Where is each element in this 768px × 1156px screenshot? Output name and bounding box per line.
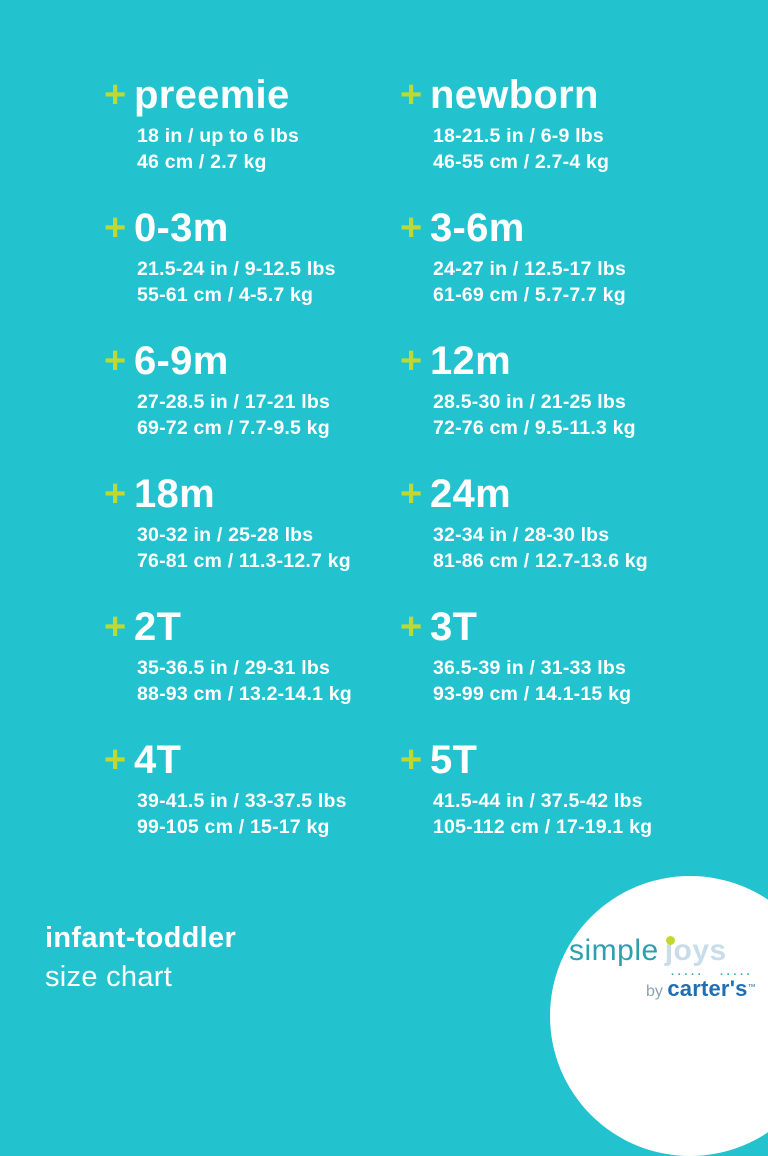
size-entry-3T: + 3T 36.5-39 in / 31-33 lbs 93-99 cm / 1… <box>400 606 700 739</box>
plus-icon: + <box>104 207 127 249</box>
size-metric: 61-69 cm / 5.7-7.7 kg <box>433 284 626 306</box>
size-label: 3-6m <box>430 206 525 250</box>
size-metric: 105-112 cm / 17-19.1 kg <box>433 816 653 838</box>
plus-icon: + <box>104 606 127 648</box>
size-entry-12m: + 12m 28.5-30 in / 21-25 lbs 72-76 cm / … <box>400 340 700 473</box>
size-label: preemie <box>134 73 290 117</box>
size-metric: 55-61 cm / 4-5.7 kg <box>137 284 314 306</box>
size-entry-newborn: + newborn 18-21.5 in / 6-9 lbs 46-55 cm … <box>400 74 700 207</box>
size-metric: 76-81 cm / 11.3-12.7 kg <box>137 550 351 572</box>
size-imperial: 18-21.5 in / 6-9 lbs <box>433 125 604 147</box>
size-metric: 93-99 cm / 14.1-15 kg <box>433 683 632 705</box>
size-label: 3T <box>430 605 478 649</box>
size-entry-5T: + 5T 41.5-44 in / 37.5-42 lbs 105-112 cm… <box>400 739 700 872</box>
plus-icon: + <box>400 207 423 249</box>
logo-carters-text: carter's <box>667 976 748 1001</box>
size-imperial: 39-41.5 in / 33-37.5 lbs <box>137 790 347 812</box>
brand-logo-circle: simple joys ····· ····· by carter's™ <box>550 876 768 1156</box>
size-label: 6-9m <box>134 339 229 383</box>
size-metric: 99-105 cm / 15-17 kg <box>137 816 330 838</box>
size-entry-0-3m: + 0-3m 21.5-24 in / 9-12.5 lbs 55-61 cm … <box>104 207 400 340</box>
plus-icon: + <box>400 606 423 648</box>
logo-by-text: by <box>646 983 668 1000</box>
size-imperial: 18 in / up to 6 lbs <box>137 125 299 147</box>
plus-icon: + <box>104 340 127 382</box>
stitch-dots-icon: ····· <box>720 969 754 981</box>
size-imperial: 21.5-24 in / 9-12.5 lbs <box>137 258 336 280</box>
size-entry-18m: + 18m 30-32 in / 25-28 lbs 76-81 cm / 11… <box>104 473 400 606</box>
simple-joys-wordmark: simple joys <box>569 934 727 968</box>
size-imperial: 28.5-30 in / 21-25 lbs <box>433 391 627 413</box>
size-label: 4T <box>134 738 182 782</box>
plus-icon: + <box>104 74 127 116</box>
chart-subtitle: size chart <box>45 961 173 993</box>
plus-icon: + <box>400 74 423 116</box>
plus-icon: + <box>104 739 127 781</box>
size-label: 24m <box>430 472 511 516</box>
size-label: 5T <box>430 738 478 782</box>
size-imperial: 24-27 in / 12.5-17 lbs <box>433 258 627 280</box>
chart-footer: infant-toddler size chart <box>45 922 236 994</box>
size-label: newborn <box>430 73 599 117</box>
size-entry-4T: + 4T 39-41.5 in / 33-37.5 lbs 99-105 cm … <box>104 739 400 872</box>
size-imperial: 35-36.5 in / 29-31 lbs <box>137 657 331 679</box>
chart-title: infant-toddler <box>45 922 237 954</box>
size-label: 2T <box>134 605 182 649</box>
size-metric: 81-86 cm / 12.7-13.6 kg <box>433 550 648 572</box>
size-imperial: 41.5-44 in / 37.5-42 lbs <box>433 790 643 812</box>
size-imperial: 32-34 in / 28-30 lbs <box>433 524 610 546</box>
size-imperial: 27-28.5 in / 17-21 lbs <box>137 391 331 413</box>
size-label: 12m <box>430 339 511 383</box>
plus-icon: + <box>400 739 423 781</box>
plus-icon: + <box>400 473 423 515</box>
by-carters-wordmark: by carter's™ <box>646 976 756 1002</box>
size-metric: 69-72 cm / 7.7-9.5 kg <box>137 417 330 439</box>
stitch-dots-icon: ····· <box>671 969 705 981</box>
size-imperial: 30-32 in / 25-28 lbs <box>137 524 314 546</box>
size-label: 0-3m <box>134 206 229 250</box>
size-label: 18m <box>134 472 215 516</box>
size-metric: 88-93 cm / 13.2-14.1 kg <box>137 683 352 705</box>
size-entry-preemie: + preemie 18 in / up to 6 lbs 46 cm / 2.… <box>104 74 400 207</box>
size-chart-grid: + preemie 18 in / up to 6 lbs 46 cm / 2.… <box>104 74 700 872</box>
size-entry-2T: + 2T 35-36.5 in / 29-31 lbs 88-93 cm / 1… <box>104 606 400 739</box>
size-metric: 46-55 cm / 2.7-4 kg <box>433 151 610 173</box>
size-entry-3-6m: + 3-6m 24-27 in / 12.5-17 lbs 61-69 cm /… <box>400 207 700 340</box>
size-metric: 46 cm / 2.7 kg <box>137 151 267 173</box>
plus-icon: + <box>104 473 127 515</box>
size-metric: 72-76 cm / 9.5-11.3 kg <box>433 417 636 439</box>
size-entry-6-9m: + 6-9m 27-28.5 in / 17-21 lbs 69-72 cm /… <box>104 340 400 473</box>
logo-joys-text: joys <box>664 934 727 967</box>
logo-simple-text: simple <box>569 934 659 967</box>
size-entry-24m: + 24m 32-34 in / 28-30 lbs 81-86 cm / 12… <box>400 473 700 606</box>
size-imperial: 36.5-39 in / 31-33 lbs <box>433 657 627 679</box>
plus-icon: + <box>400 340 423 382</box>
trademark-symbol: ™ <box>747 982 756 992</box>
lime-dot-icon <box>665 936 675 945</box>
